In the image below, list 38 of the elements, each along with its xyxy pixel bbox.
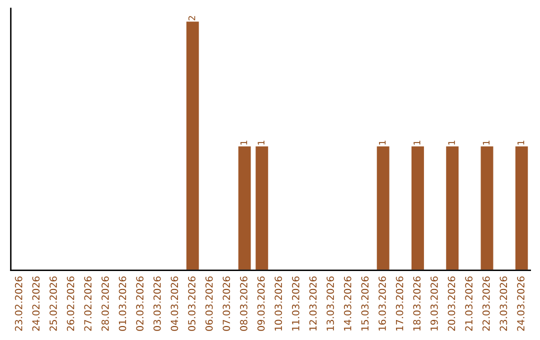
x-tick-label: 17.03.2026 (396, 276, 404, 330)
x-tick-label: 08.03.2026 (240, 276, 248, 331)
x-tick-label: 02.03.2026 (136, 276, 144, 331)
data-label: 1 (379, 140, 386, 145)
data-label: 2 (188, 16, 196, 20)
x-tick-label: 27.02.2026 (84, 276, 92, 331)
x-tick-label: 15.03.2026 (361, 276, 369, 330)
x-tick-label: 26.02.2026 (66, 276, 74, 331)
x-tick-label: 20.03.2026 (448, 276, 456, 331)
x-tick-label: 04.03.2026 (170, 276, 178, 331)
x-tick-label: 28.02.2026 (102, 276, 109, 331)
data-label: 1 (518, 140, 524, 145)
x-tick-label: 09.03.2026 (257, 276, 265, 331)
x-tick-label: 12.03.2026 (309, 276, 317, 330)
x-tick-label: 11.03.2026 (292, 276, 300, 330)
x-tick-label: 23.02.2026 (14, 276, 22, 331)
x-tick-label: 24.03.2026 (517, 276, 524, 331)
x-tick-label: 14.03.2026 (344, 276, 352, 330)
x-tick-label: 23.03.2026 (500, 276, 508, 331)
data-label: 1 (448, 140, 455, 145)
x-tick-label: 18.03.2026 (413, 276, 421, 330)
x-tick-label: 13.03.2026 (326, 276, 334, 330)
x-tick-label: 07.03.2026 (222, 276, 230, 331)
x-tick-label: 19.03.2026 (430, 276, 438, 330)
x-tick-label: 05.03.2026 (188, 276, 196, 331)
x-tick-label: 03.03.2026 (153, 276, 161, 331)
data-label: 1 (240, 140, 248, 145)
data-label: 1 (258, 140, 264, 145)
x-tick-label: 16.03.2026 (378, 276, 386, 330)
x-tick-label: 21.03.2026 (465, 276, 472, 331)
x-tick-label: 01.03.2026 (118, 276, 126, 331)
x-tick-label: 22.03.2026 (482, 276, 490, 331)
data-label: 1 (414, 140, 420, 145)
x-tick-label: 24.02.2026 (32, 276, 40, 331)
x-tick-label: 06.03.2026 (205, 276, 213, 331)
x-tick-label: 10.03.2026 (274, 276, 282, 330)
x-tick-label: 25.02.2026 (50, 276, 57, 331)
data-label: 1 (482, 140, 490, 145)
